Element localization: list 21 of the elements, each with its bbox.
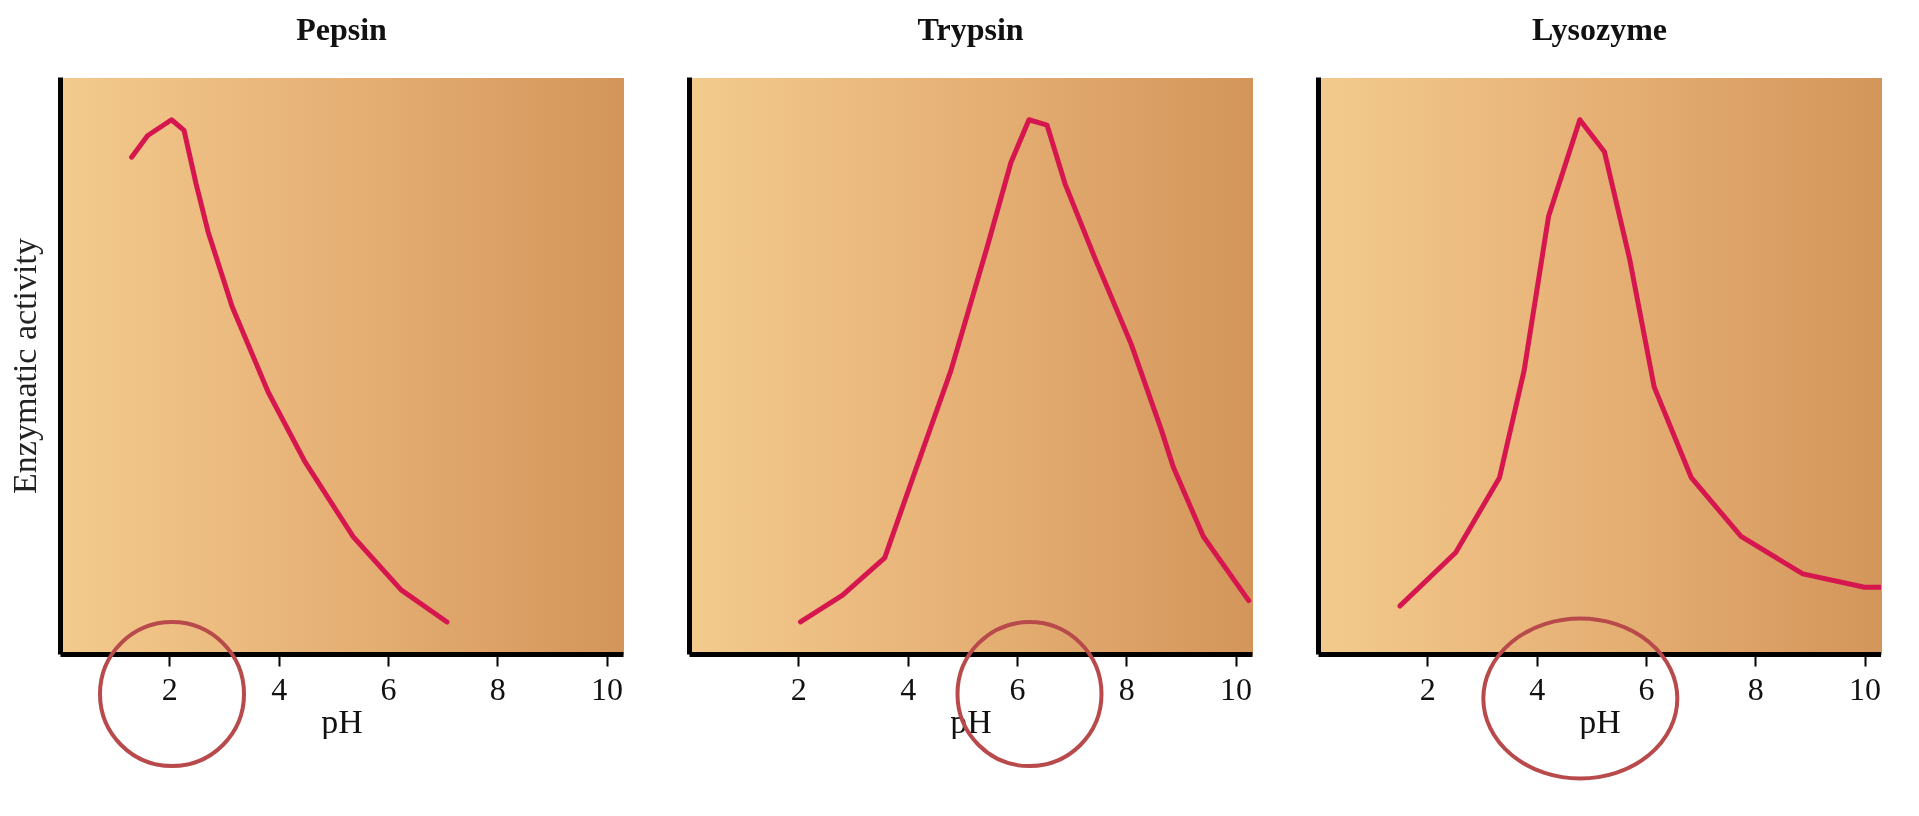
- x-tick-label: 4: [271, 670, 288, 707]
- x-tick-label: 4: [900, 670, 917, 707]
- y-axis-title: Enzymatic activity: [5, 238, 43, 494]
- x-tick-label: 10: [1849, 670, 1882, 707]
- x-tick-label: 2: [1419, 670, 1436, 707]
- chart-title: Pepsin: [296, 11, 388, 47]
- x-tick-label: 8: [1118, 670, 1135, 707]
- x-tick-label: 2: [161, 670, 178, 707]
- x-tick-label: 8: [489, 670, 506, 707]
- x-tick-label: 4: [1529, 670, 1546, 707]
- x-axis-title: pH: [321, 702, 363, 740]
- x-tick-label: 6: [1009, 670, 1026, 707]
- x-axis-title: pH: [1579, 702, 1621, 740]
- x-tick-label: 10: [1220, 670, 1253, 707]
- x-tick-label: 2: [790, 670, 807, 707]
- x-tick-label: 8: [1747, 670, 1764, 707]
- x-tick-label: 6: [380, 670, 397, 707]
- chart-title: Lysozyme: [1531, 11, 1668, 47]
- x-tick-label: 10: [591, 670, 624, 707]
- chart-title: Trypsin: [917, 11, 1024, 47]
- x-tick-label: 6: [1638, 670, 1655, 707]
